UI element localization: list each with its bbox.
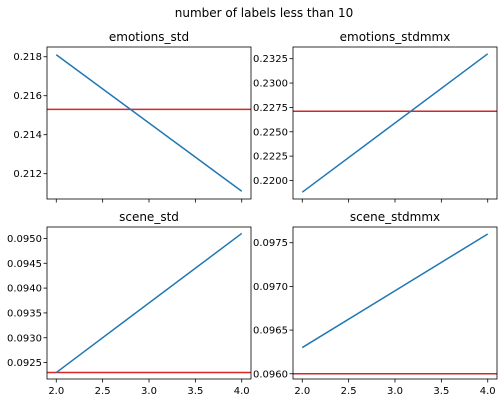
y-tick-label: 0.0945 (7, 259, 42, 270)
y-tick-label: 0.0960 (253, 369, 288, 380)
y-tick-label: 0.0950 (7, 234, 42, 245)
x-tick-label: 4.0 (234, 386, 250, 397)
x-tick-label: 3.5 (187, 386, 203, 397)
y-tick-label: 0.218 (13, 52, 42, 63)
subplot-title: emotions_stdmmx (340, 30, 451, 44)
y-tick-label: 0.214 (13, 130, 42, 141)
x-tick-label: 2.0 (294, 386, 310, 397)
y-tick-label: 0.2325 (253, 54, 288, 65)
subplot-emotions-std: emotions_std 0.212 0.214 0.216 0.218 (13, 30, 252, 203)
x-tick-label: 2.0 (48, 386, 64, 397)
x-tick-label: 2.5 (95, 386, 111, 397)
x-tick-label: 3.0 (141, 386, 157, 397)
x-tick-label: 2.5 (341, 386, 357, 397)
y-tick-label: 0.2225 (253, 152, 288, 163)
x-tick-label: 3.0 (387, 386, 403, 397)
y-tick-label: 0.0970 (253, 282, 288, 293)
y-tick-label: 0.0965 (253, 326, 288, 337)
subplot-title: scene_stdmmx (350, 210, 440, 224)
x-tick-label: 3.5 (433, 386, 449, 397)
axes-frame (292, 226, 498, 380)
y-tick-label: 0.2200 (253, 176, 288, 187)
y-tick-label: 0.2250 (253, 127, 288, 138)
subplot-scene-stdmmx: scene_stdmmx 0.0960 0.0965 0.0970 0.0975 2.0 2… (253, 210, 498, 397)
subplot-scene-std: scene_std 0.0925 0.0930 0.0935 0.0940 0.0945 0… (7, 210, 252, 397)
subplot-emotions-stdmmx: emotions_stdmmx 0.2200 0.2225 0.2250 0.2275 0… (253, 30, 498, 203)
y-tick-label: 0.0925 (7, 358, 42, 369)
y-tick-label: 0.0935 (7, 308, 42, 319)
subplot-title: scene_std (119, 210, 179, 224)
axes-frame (46, 46, 252, 200)
series-line (55, 54, 243, 192)
y-tick-label: 0.216 (13, 91, 42, 102)
x-tick-label: 4.0 (480, 386, 496, 397)
y-tick-label: 0.0930 (7, 333, 42, 344)
series-line (55, 232, 243, 374)
figure-suptitle: number of labels less than 10 (175, 6, 354, 20)
series-line (301, 53, 489, 193)
subplot-title: emotions_std (109, 30, 189, 44)
y-tick-label: 0.212 (13, 169, 42, 180)
y-tick-label: 0.0975 (253, 238, 288, 249)
y-tick-label: 0.2275 (253, 103, 288, 114)
axes-frame (46, 226, 252, 380)
axes-frame (292, 46, 498, 200)
series-line (301, 233, 489, 349)
y-tick-label: 0.0940 (7, 284, 42, 295)
y-tick-label: 0.2300 (253, 79, 288, 90)
